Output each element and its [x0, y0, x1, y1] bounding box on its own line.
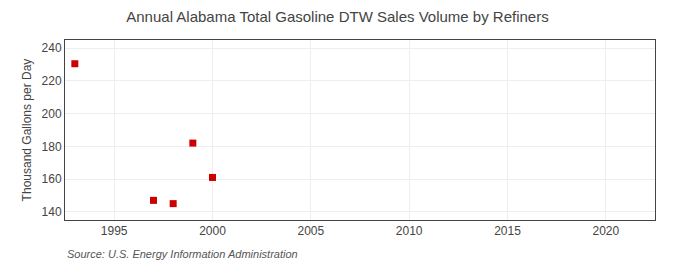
- svg-text:220: 220: [42, 74, 62, 88]
- svg-text:Thousand Gallons per Day: Thousand Gallons per Day: [20, 59, 34, 202]
- svg-text:Source: U.S. Energy Informatio: Source: U.S. Energy Information Administ…: [67, 248, 298, 260]
- svg-text:160: 160: [42, 172, 62, 186]
- svg-text:140: 140: [42, 205, 62, 219]
- svg-text:Annual Alabama Total Gasoline: Annual Alabama Total Gasoline DTW Sales …: [126, 8, 548, 25]
- svg-text:2015: 2015: [494, 224, 521, 238]
- svg-text:200: 200: [42, 107, 62, 121]
- svg-text:240: 240: [42, 41, 62, 55]
- svg-text:2020: 2020: [592, 224, 619, 238]
- svg-text:2000: 2000: [199, 224, 226, 238]
- svg-text:180: 180: [42, 140, 62, 154]
- svg-text:2005: 2005: [297, 224, 324, 238]
- svg-text:1995: 1995: [101, 224, 128, 238]
- svg-text:2010: 2010: [396, 224, 423, 238]
